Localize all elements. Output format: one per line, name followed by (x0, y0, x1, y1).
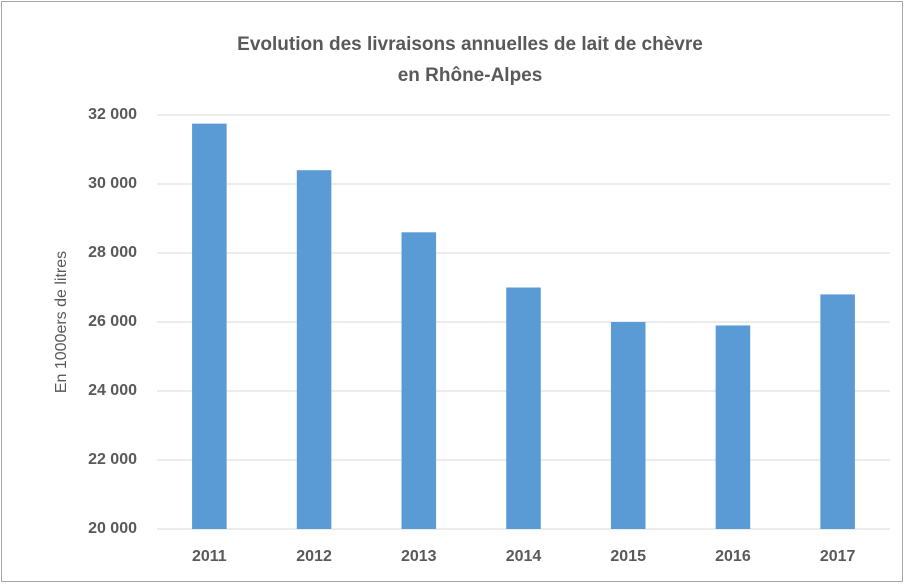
x-tick-label: 2012 (296, 548, 332, 565)
bar (192, 123, 227, 529)
y-tick-label: 20 000 (88, 520, 137, 537)
x-tick-label: 2011 (192, 548, 227, 565)
bar (401, 232, 437, 530)
y-tick-label: 22 000 (88, 451, 137, 468)
y-tick-label: 28 000 (88, 244, 137, 261)
x-tick-label: 2013 (401, 548, 437, 565)
y-tick-label: 24 000 (88, 382, 137, 399)
y-tick-label: 26 000 (88, 313, 137, 330)
y-tick-label: 32 000 (88, 106, 137, 123)
x-tick-label: 2017 (820, 548, 856, 565)
x-tick-label: 2016 (715, 548, 751, 565)
y-axis-label: En 1000ers de litres (53, 251, 70, 393)
chart-title: Evolution des livraisons annuelles de la… (237, 34, 703, 55)
x-tick-label: 2015 (610, 548, 646, 565)
bar (506, 287, 541, 529)
bar (296, 170, 332, 529)
x-tick-label: 2014 (506, 548, 542, 565)
bar (820, 294, 855, 529)
bar (610, 322, 646, 529)
bar (715, 325, 751, 529)
y-tick-label: 30 000 (88, 175, 137, 192)
chart-title: en Rhône-Alpes (398, 65, 543, 86)
